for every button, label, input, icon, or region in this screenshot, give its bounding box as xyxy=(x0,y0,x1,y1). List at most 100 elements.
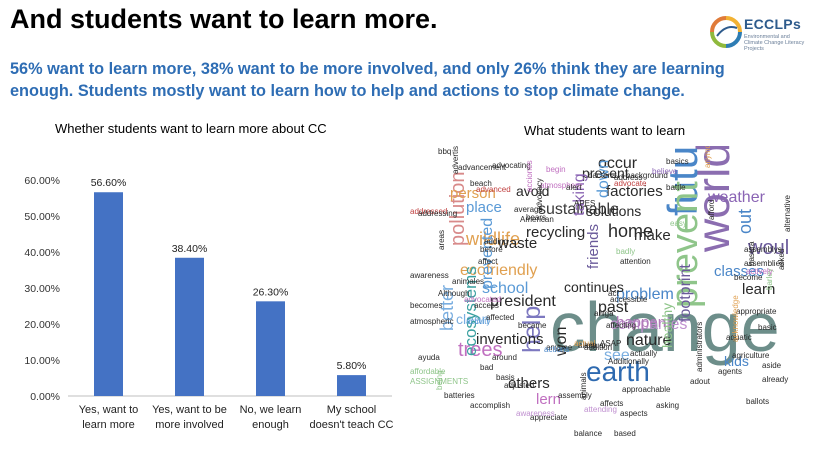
wordcloud-word: waste xyxy=(498,235,538,252)
wordcloud-word: kids xyxy=(724,353,749,369)
wordcloud-word: advancement xyxy=(458,163,507,172)
x-tick-label: learn more xyxy=(82,419,135,431)
wordcloud-word: avoid xyxy=(516,183,550,199)
wordcloud-word: balance xyxy=(574,429,603,438)
wordcloud-word: president xyxy=(490,293,556,310)
ecclps-logo xyxy=(706,14,808,50)
wordcloud-word: person xyxy=(450,185,496,202)
x-tick-label: doesn't teach CC xyxy=(309,419,393,431)
data-label: 38.40% xyxy=(172,243,208,255)
wordcloud-word: became xyxy=(518,321,547,330)
wordcloud-word: aquatic xyxy=(726,333,752,342)
wordcloud-word: ASSIGNMENTS xyxy=(410,377,469,386)
wordcloud-word: actuar xyxy=(584,341,607,350)
data-label: 5.80% xyxy=(337,360,367,372)
x-tick-label: enough xyxy=(252,419,289,431)
wordcloud-word: American xyxy=(520,215,554,224)
x-tick-label: Yes, want to be xyxy=(152,404,227,416)
wordcloud-word: ballots xyxy=(746,397,770,406)
wordcloud-word: healthy xyxy=(659,302,675,348)
wordcloud-word: awareness xyxy=(410,271,449,280)
wordcloud-word: bbq xyxy=(438,147,452,156)
wordcloud-word: believe xyxy=(652,167,678,176)
wordcloud-word: basic xyxy=(758,323,777,332)
wordcloud-word: school xyxy=(482,280,529,297)
wordcloud-word: nature xyxy=(626,332,672,349)
wordcloud-word: classes xyxy=(714,263,765,280)
wordcloud-word: actively xyxy=(746,267,773,276)
wordcloud-word: woul xyxy=(748,237,790,259)
wordcloud-word: alert xyxy=(566,183,582,192)
wordcloud-word: addressing xyxy=(418,209,458,218)
wordcloud-word: advocating xyxy=(492,161,531,170)
wordcloud-word: afford xyxy=(707,199,716,220)
wordcloud-word: assembly xyxy=(558,391,592,400)
wordcloud-word: alternative xyxy=(783,195,792,232)
wordcloud-word: badly xyxy=(616,247,636,256)
wordcloud-word: administrators xyxy=(695,321,704,372)
y-tick-label: 50.00% xyxy=(24,211,60,223)
wordcloud-word: affects xyxy=(600,399,624,408)
wordcloud-word: advocate xyxy=(614,179,647,188)
wordcloud-word: past xyxy=(598,299,629,316)
wordcloud-word: ahiga xyxy=(594,309,614,318)
wordcloud-word: advocated xyxy=(464,295,501,304)
wordcloud-word: continues xyxy=(564,279,624,295)
wordcloud-word: ASAP xyxy=(600,339,622,348)
wordcloud-word: act xyxy=(608,289,619,298)
y-tick-label: 40.00% xyxy=(24,247,60,259)
y-tick-label: 20.00% xyxy=(24,319,60,331)
wordcloud-word: becomes xyxy=(410,301,443,310)
wordcloud-word: learn xyxy=(742,281,776,298)
bar xyxy=(175,257,204,396)
wordcloud-word: adjusted xyxy=(504,381,535,390)
wordcloud-word: occur xyxy=(598,155,638,172)
wordcloud-word: see xyxy=(604,347,630,364)
wordcloud-word: access xyxy=(474,301,499,310)
wordcloud-word: affect xyxy=(478,257,498,266)
slide-title: And students want to learn more. xyxy=(10,4,438,34)
wordcloud-word: anyone xyxy=(546,343,573,352)
wordcloud-word: activity xyxy=(466,317,491,326)
wordcloud-word: based xyxy=(614,429,636,438)
wordcloud-word: home xyxy=(608,221,654,241)
y-tick-label: 30.00% xyxy=(24,283,60,295)
bar xyxy=(337,375,366,396)
wordcloud-word: recycling xyxy=(526,224,586,241)
data-label: 26.30% xyxy=(253,286,289,298)
wordcloud-word: anymore xyxy=(703,146,712,168)
wordcloud-word: bad xyxy=(480,363,494,372)
wordcloud-word: advertisements xyxy=(451,146,460,174)
y-tick-label: 60.00% xyxy=(24,175,60,187)
wordcloud-word: aside xyxy=(762,361,782,370)
wordcloud-word: trees xyxy=(458,339,503,361)
logo-name: ECCLPs xyxy=(744,16,802,32)
y-tick-label: 0.00% xyxy=(30,391,60,403)
wordcloud-word: Additionally xyxy=(608,357,649,366)
wordcloud-word: solutions xyxy=(586,203,642,219)
x-tick-label: My school xyxy=(327,404,377,416)
wordcloud-word: assemblys xyxy=(744,245,782,254)
wordcloud-word: allow xyxy=(578,341,597,350)
wordcloud-word: adding xyxy=(484,237,509,246)
wordcloud-word: aspects xyxy=(620,409,648,418)
wordcloud-word: areas xyxy=(437,229,446,250)
wordcloud-word: wildlife xyxy=(466,229,521,249)
wordcloud-word: sustainable xyxy=(538,201,619,218)
wordcloud-word: addressed xyxy=(410,207,448,216)
wordcloud-word: lern xyxy=(536,391,562,408)
wordcloud-word: addition xyxy=(584,343,613,352)
wordcloud-word: APES xyxy=(574,199,596,208)
wordcloud-word: awareness xyxy=(516,409,555,418)
wordcloud-word: being xyxy=(435,370,444,390)
wordcloud-word: ecofriendly xyxy=(460,262,538,279)
bar xyxy=(94,192,123,396)
bar-chart-title: Whether students want to learn more abou… xyxy=(55,121,327,136)
wordcloud-word: basics xyxy=(666,157,689,166)
wordcloud-word: batteries xyxy=(444,391,475,400)
wordcloud-word: taking xyxy=(571,173,588,216)
y-tick-label: 10.00% xyxy=(24,355,60,367)
logo-tagline: Environmental and Climate Change Literac… xyxy=(744,34,805,52)
wordcloud-word: happen xyxy=(616,314,667,331)
wordcloud-word: friends xyxy=(585,223,602,269)
